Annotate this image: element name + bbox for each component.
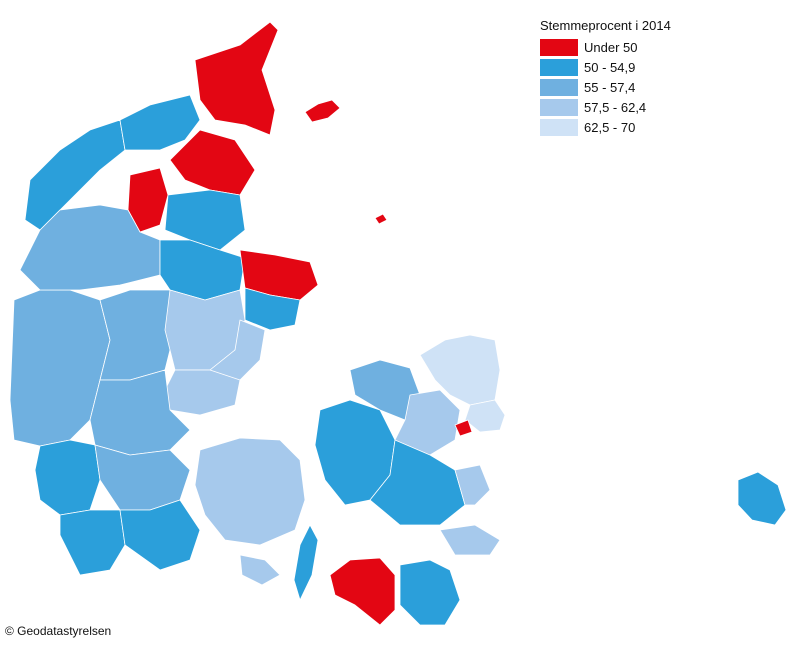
region-fyn-south bbox=[239, 554, 281, 586]
legend-label: 55 - 57,4 bbox=[584, 79, 636, 95]
region-copenhagen bbox=[464, 399, 506, 433]
region-hjorring bbox=[194, 21, 279, 136]
region-langeland bbox=[293, 524, 319, 601]
region-stevns bbox=[454, 464, 491, 506]
legend-label: 57,5 - 62,4 bbox=[584, 99, 647, 115]
legend-item: 55 - 57,4 bbox=[540, 77, 671, 97]
legend-title: Stemmeprocent i 2014 bbox=[540, 18, 671, 33]
region-aalborg bbox=[169, 129, 256, 196]
region-esbjerg bbox=[34, 439, 101, 516]
region-jammerbugt bbox=[119, 94, 201, 151]
region-thisted bbox=[24, 119, 126, 231]
region-nordsjaelland bbox=[419, 334, 501, 406]
region-mariagerfjord bbox=[164, 189, 246, 251]
region-horsens bbox=[164, 369, 241, 416]
region-anholt bbox=[374, 213, 388, 225]
region-lolland bbox=[329, 557, 396, 626]
region-fyn bbox=[194, 437, 306, 546]
region-bornholm bbox=[737, 471, 787, 526]
legend-item: Under 50 bbox=[540, 37, 671, 57]
legend-swatch bbox=[540, 78, 578, 96]
region-guldborgsund bbox=[399, 559, 461, 626]
legend-label: 50 - 54,9 bbox=[584, 59, 636, 75]
region-vejle bbox=[89, 369, 191, 456]
region-tonder bbox=[59, 509, 126, 576]
legend-swatch bbox=[540, 98, 578, 116]
region-aabenraa bbox=[119, 499, 201, 571]
legend-item: 50 - 54,9 bbox=[540, 57, 671, 77]
region-mon bbox=[439, 524, 501, 556]
legend: Stemmeprocent i 2014 Under 50 50 - 54,9 … bbox=[540, 18, 671, 137]
legend-item: 62,5 - 70 bbox=[540, 117, 671, 137]
legend-swatch bbox=[540, 118, 578, 136]
region-haderslev bbox=[94, 444, 191, 511]
legend-label: 62,5 - 70 bbox=[584, 119, 636, 135]
region-laeso bbox=[304, 99, 341, 123]
map-credit: © Geodatastyrelsen bbox=[5, 624, 112, 638]
legend-swatch bbox=[540, 58, 578, 76]
legend-label: Under 50 bbox=[584, 39, 638, 55]
region-herning bbox=[99, 289, 176, 381]
legend-item: 57,5 - 62,4 bbox=[540, 97, 671, 117]
region-copenhagen-district bbox=[454, 419, 473, 437]
legend-swatch bbox=[540, 38, 578, 56]
